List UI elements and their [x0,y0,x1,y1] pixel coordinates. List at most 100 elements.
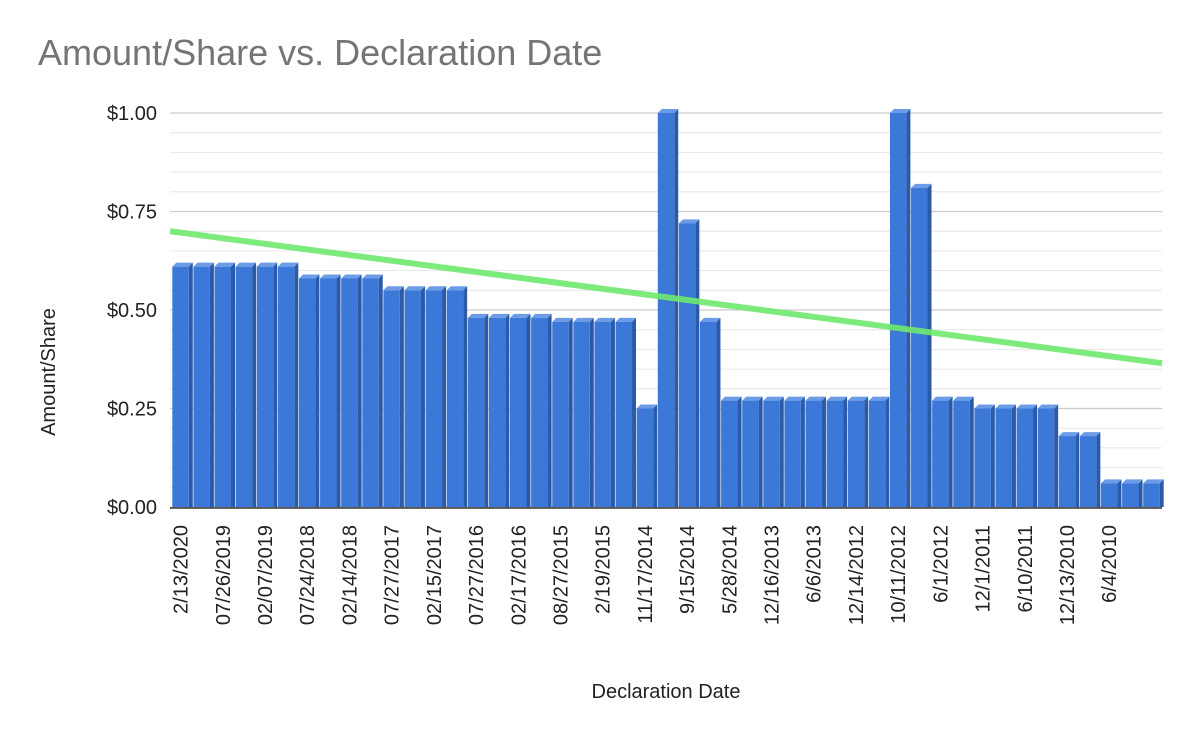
bar [1122,479,1143,507]
bar-face [298,278,316,507]
bar-face [826,400,844,507]
bar-side [230,262,235,507]
bar [784,396,805,507]
x-axis-title: Declaration Date [592,681,741,703]
bar-side [252,262,257,507]
bar-face [214,266,231,507]
bar-side [737,396,742,507]
y-tick-label: $1.00 [107,103,157,125]
bar-side [800,396,805,507]
bar-top [657,109,679,113]
bar-side [1033,404,1038,507]
bar [1101,479,1122,507]
x-tick-labels: 2/13/2020 07/26/2019 02/07/2019 07/24/2018 0… [171,525,1122,625]
bar-top [362,274,383,279]
x-tick-label: 6/4/2010 [1099,525,1121,603]
bar-side [632,317,637,507]
bar-face [341,278,358,507]
trendline-group [169,228,1163,367]
bar [362,274,383,507]
bar-face [911,187,928,508]
bar [1143,479,1164,507]
bar [510,313,531,507]
x-tick-label: 5/28/2014 [719,525,741,614]
x-tick-label: 12/14/2012 [846,525,868,625]
bar-top [573,317,594,322]
bar [552,317,573,507]
y-axis-title: Amount/Share [38,308,60,436]
bar [298,274,320,507]
bar-side [273,262,278,507]
x-tick-label: 9/15/2014 [677,525,699,614]
bar-side [864,396,869,507]
bar-side [188,262,193,507]
bar [1037,404,1059,507]
bar [699,317,721,507]
bar-side [969,396,974,507]
y-tick-label: $0.75 [107,202,157,224]
bar-side [420,286,425,507]
bar-side [1011,404,1016,507]
bar [531,313,552,507]
chart-title: Amount/Share vs. Declaration Date [38,32,603,73]
bar-face [383,290,400,507]
bar [467,313,489,507]
bar [847,396,869,507]
x-tick-label: 07/27/2016 [466,525,488,625]
bar-side [1117,479,1122,507]
bar-side [442,286,447,507]
bar-face [636,408,654,507]
bar-face [1122,483,1139,507]
bar-side [463,286,468,507]
x-tick-label: 02/17/2016 [508,525,530,625]
x-tick-label: 02/14/2018 [339,525,361,625]
bar [277,262,299,507]
bar-face [362,278,379,507]
bar-top [235,262,257,267]
bar-side [294,262,299,507]
bar-face [256,266,274,507]
bar-side [315,274,320,507]
bar-face [552,321,569,507]
y-tick-label: $0.50 [107,300,157,322]
bar-side [526,313,531,507]
bar-top [1079,432,1101,437]
bar-top [953,396,974,401]
bar-side [505,313,510,507]
bar-face [1058,436,1076,507]
bar-face [678,223,696,507]
bar-side [357,274,362,507]
bar-top [742,396,763,401]
bar [214,262,235,507]
bar-top [826,396,848,401]
x-tick-label: 07/24/2018 [297,525,319,625]
bar-face [847,400,865,507]
bar-top [425,286,447,291]
bar-face [446,290,464,507]
bar [172,262,193,507]
x-tick-label: 12/16/2013 [762,525,784,625]
bar [1016,404,1038,507]
bar-top [615,317,637,322]
bar-side [695,219,700,507]
x-tick-label: 07/26/2019 [213,525,235,625]
x-tick-label: 6/1/2012 [930,525,952,603]
bar-top [1016,404,1038,409]
bar-top [678,219,700,224]
bar [446,286,468,507]
bar-face [1143,483,1160,507]
x-tick-label: 10/11/2012 [888,525,910,624]
x-tick-label: 2/13/2020 [171,525,193,614]
bar-face [510,317,527,507]
bar-face [594,321,611,507]
bar-top [298,274,320,279]
bar-top [214,262,235,267]
bar [742,396,763,507]
bar-side [610,317,615,507]
bar-face [721,400,738,507]
bar-side [716,317,721,507]
bar-face [1101,483,1118,507]
y-tick-label: $0.00 [107,497,157,519]
x-tick-label: 2/19/2015 [593,525,615,614]
bar-top [1101,479,1122,484]
